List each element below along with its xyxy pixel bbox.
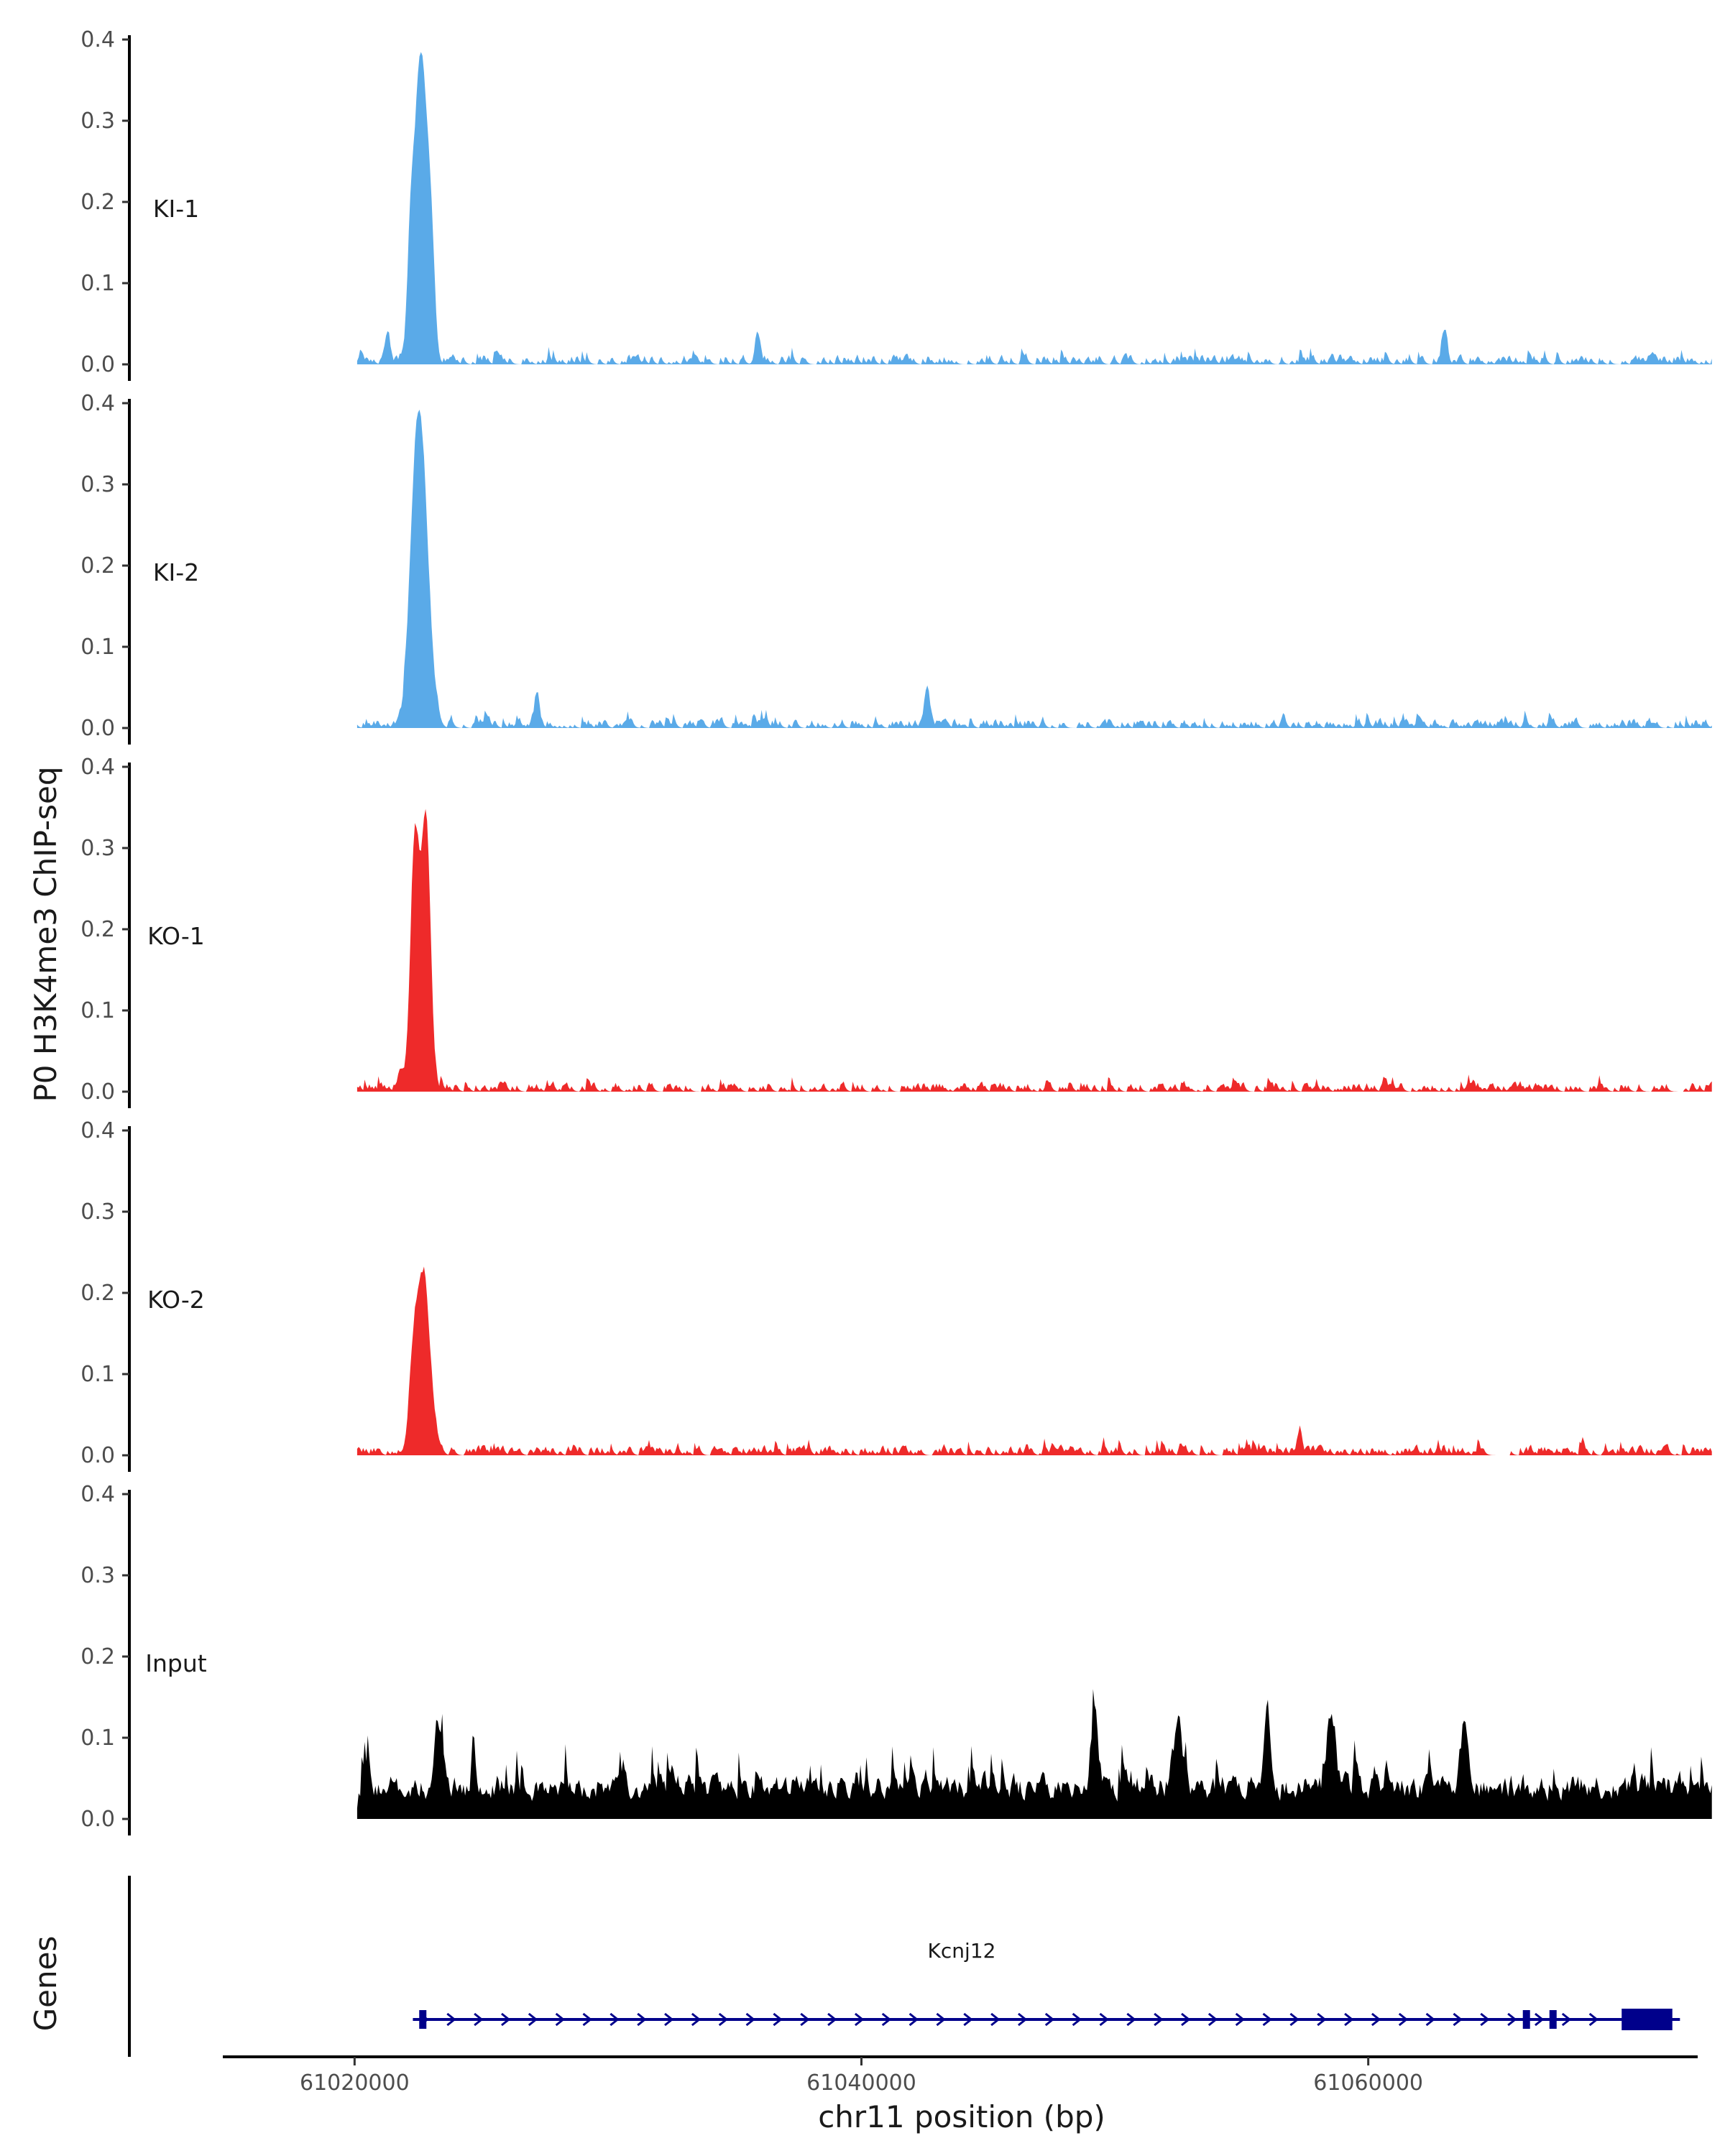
strand-chevron-icon [854, 2012, 865, 2027]
strand-chevron-icon [1317, 2012, 1327, 2027]
strand-chevron-icon [528, 2012, 538, 2027]
y-tick-label: 0.4 [80, 27, 115, 52]
strand-chevron-icon [555, 2012, 566, 2027]
gene-exon [1549, 2010, 1557, 2029]
y-tick-label: 0.0 [80, 1443, 115, 1468]
genes-panel-label: Genes [28, 1936, 63, 2032]
strand-chevron-icon [1453, 2012, 1463, 2027]
strand-chevron-icon [718, 2012, 729, 2027]
strand-chevron-icon [1561, 2012, 1572, 2027]
strand-chevron-icon [936, 2012, 946, 2027]
strand-chevron-icon [1208, 2012, 1218, 2027]
strand-chevron-icon [745, 2012, 755, 2027]
strand-chevron-icon [637, 2012, 647, 2027]
y-tick-label: 0.3 [80, 472, 115, 497]
y-tick-label: 0.2 [80, 1281, 115, 1306]
strand-chevron-icon [1262, 2012, 1272, 2027]
strand-chevron-icon [1480, 2012, 1490, 2027]
strand-chevron-icon [990, 2012, 1000, 2027]
y-tick-label: 0.2 [80, 1644, 115, 1669]
strand-chevron-icon [1072, 2012, 1082, 2027]
track-label-ki-2: KI-2 [153, 558, 199, 586]
y-tick-label: 0.1 [80, 1362, 115, 1387]
y-tick-label: 0.3 [80, 1199, 115, 1225]
y-tick-label: 0.4 [80, 391, 115, 416]
strand-chevron-icon [1235, 2012, 1246, 2027]
strand-chevron-icon [1289, 2012, 1300, 2027]
y-tick-label: 0.2 [80, 190, 115, 215]
x-axis-title: chr11 position (bp) [818, 2099, 1105, 2134]
gene-exon [1522, 2010, 1530, 2029]
y-tick-label: 0.1 [80, 1726, 115, 1751]
y-tick-label: 0.1 [80, 271, 115, 296]
strand-chevron-icon [1181, 2012, 1191, 2027]
strand-chevron-icon [1425, 2012, 1435, 2027]
track-label-input: Input [145, 1649, 207, 1677]
strand-chevron-icon [1371, 2012, 1381, 2027]
tracks-layer [356, 52, 1712, 1819]
y-axis-title: P0 H3K4me3 ChIP-seq [28, 766, 63, 1102]
y-tick-label: 0.2 [80, 917, 115, 942]
y-tick-label: 0.0 [80, 716, 115, 741]
strand-chevron-icon [664, 2012, 674, 2027]
y-tick-label: 0.1 [80, 998, 115, 1023]
strand-chevron-icon [1126, 2012, 1136, 2027]
y-tick-label: 0.0 [80, 1079, 115, 1105]
y-tick-label: 0.0 [80, 352, 115, 377]
strand-chevron-icon [610, 2012, 620, 2027]
gene-exon [419, 2010, 427, 2029]
strand-chevron-icon [773, 2012, 783, 2027]
x-axis: 61020000 61040000 61060000 chr11 position … [223, 2055, 1698, 2134]
x-tick-label: 61020000 [300, 2070, 410, 2096]
y-tick-label: 0.1 [80, 635, 115, 660]
axes-layer: 0.0 0.1 0.2 0.3 0.4 0.0 0.1 0.2 0.3 0.4 0.0 0.1 0.2 0… [80, 27, 131, 1835]
signal-area-input [356, 1689, 1712, 1819]
track-label-ko-2: KO-2 [147, 1286, 205, 1314]
strand-chevron-icon [446, 2012, 456, 2027]
strand-chevron-icon [1535, 2012, 1545, 2027]
labels-layer: KI-1 KI-2 KO-1 KO-2 Input [145, 195, 207, 1677]
strand-chevron-icon [1588, 2012, 1599, 2027]
strand-chevron-icon [1018, 2012, 1028, 2027]
gene-name-label: Kcnj12 [928, 1939, 996, 1963]
strand-chevron-icon [474, 2012, 484, 2027]
strand-chevron-icon [691, 2012, 702, 2027]
y-tick-label: 0.0 [80, 1807, 115, 1832]
y-tick-label: 0.4 [80, 1118, 115, 1143]
strand-chevron-icon [501, 2012, 511, 2027]
y-tick-label: 0.2 [80, 553, 115, 579]
strand-chevron-icon [1044, 2012, 1055, 2027]
strand-chevron-icon [800, 2012, 810, 2027]
strand-chevron-icon [1099, 2012, 1109, 2027]
y-tick-label: 0.3 [80, 1563, 115, 1588]
strand-chevron-icon [1507, 2012, 1517, 2027]
strand-chevron-icon [908, 2012, 919, 2027]
track-label-ki-1: KI-1 [153, 195, 199, 223]
strand-chevron-icon [1154, 2012, 1164, 2027]
strand-chevron-icon [881, 2012, 892, 2027]
strand-chevron-icon [1344, 2012, 1354, 2027]
strand-chevron-icon [963, 2012, 973, 2027]
y-tick-label: 0.4 [80, 1482, 115, 1507]
x-tick-label: 61060000 [1313, 2070, 1423, 2096]
y-tick-label: 0.3 [80, 836, 115, 861]
y-tick-label: 0.3 [80, 109, 115, 134]
genes-panel: Genes Kcnj12 [28, 1876, 1680, 2057]
gene-exon [1622, 2009, 1673, 2030]
strand-chevron-icon [1398, 2012, 1409, 2027]
track-label-ko-1: KO-1 [147, 922, 205, 950]
strand-chevron-icon [827, 2012, 837, 2027]
gene-model-kcnj12 [413, 2009, 1680, 2030]
x-tick-label: 61040000 [806, 2070, 916, 2096]
strand-chevron-icon [582, 2012, 592, 2027]
y-tick-label: 0.4 [80, 755, 115, 780]
x-ticks: 61020000 61040000 61060000 [300, 2057, 1423, 2096]
